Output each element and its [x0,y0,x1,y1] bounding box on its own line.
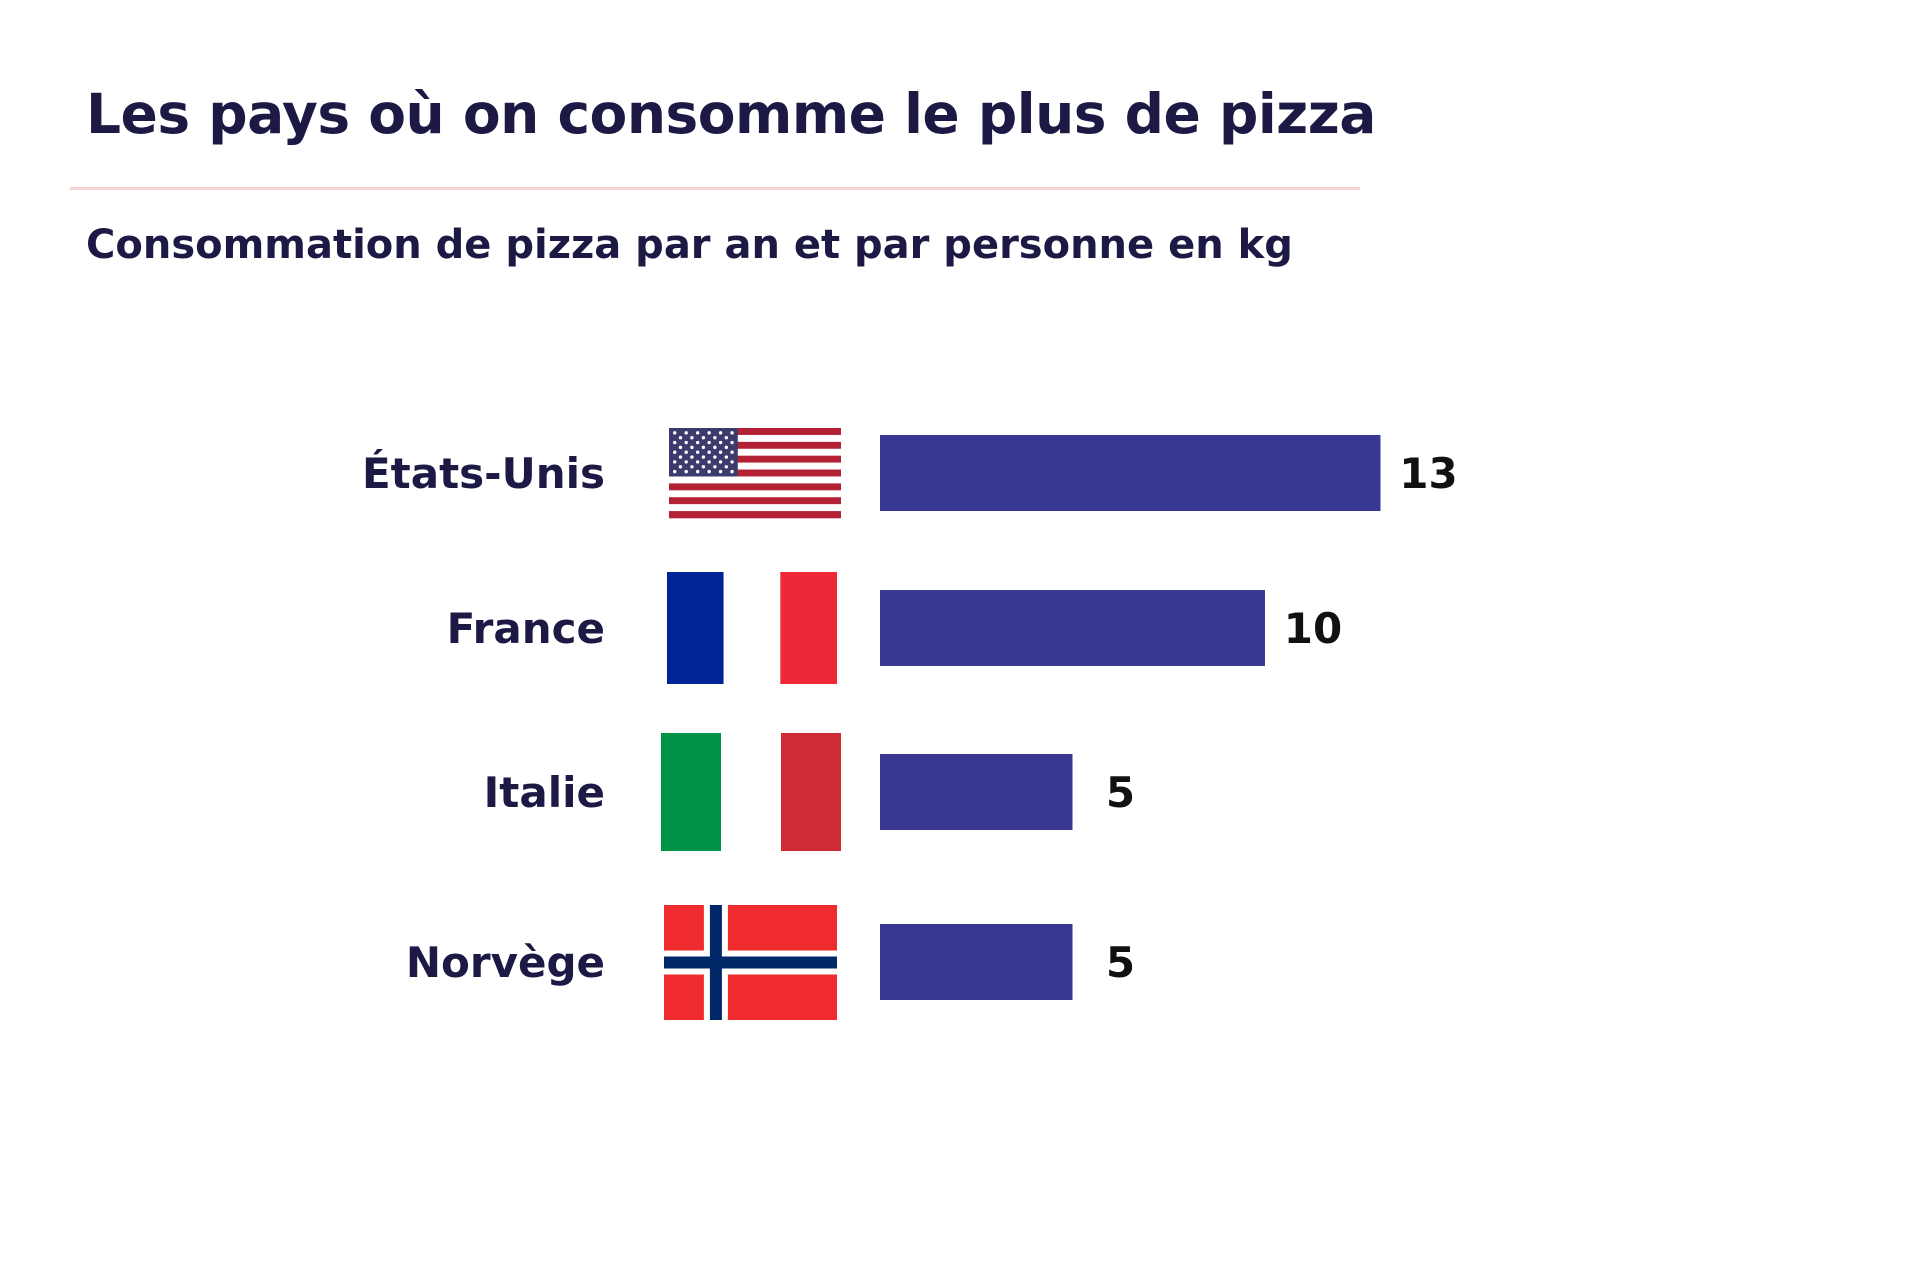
bar [880,435,1381,511]
bar-row: États-Unis 13 [362,428,1458,519]
bar-row: France 10 [447,572,1342,684]
category-label: Italie [484,768,605,817]
category-label: France [447,604,605,653]
norway-flag-icon [664,905,837,1020]
chart-title: Les pays où on consomme le plus de pizza [86,82,1376,146]
us-flag-icon [669,428,841,519]
value-label: 5 [1106,938,1135,987]
category-label: États-Unis [362,448,605,498]
value-label: 10 [1284,604,1342,653]
bar-row: Italie 5 [484,733,1135,851]
category-label: Norvège [406,938,605,987]
title-divider [70,187,1360,190]
bar [880,590,1265,666]
bar-row: Norvège 5 [406,905,1135,1020]
chart-subtitle: Consommation de pizza par an et par pers… [86,222,1293,268]
chart-rows: États-Unis 13 France 10 Italie 5 Norvège 5 [362,428,1458,1020]
france-flag-icon [667,572,837,684]
bar [880,754,1073,830]
italy-flag-icon [661,733,841,851]
value-label: 5 [1106,768,1135,817]
value-label: 13 [1399,449,1457,498]
bar [880,924,1073,1000]
